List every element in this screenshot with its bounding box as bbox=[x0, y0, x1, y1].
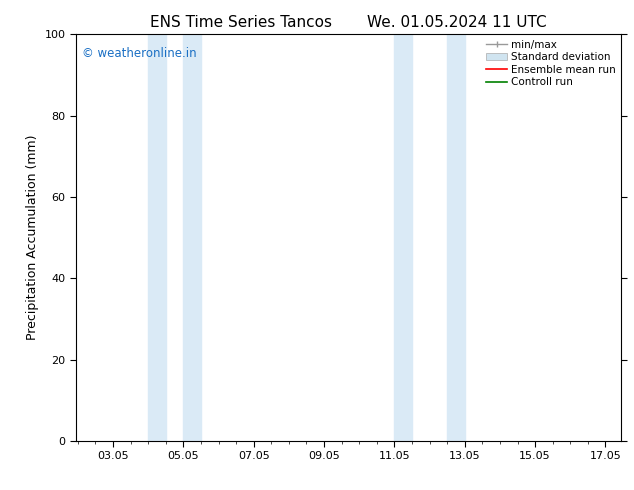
Bar bbox=[183, 34, 201, 441]
Text: © weatheronline.in: © weatheronline.in bbox=[82, 47, 196, 59]
Bar bbox=[447, 34, 465, 441]
Text: We. 01.05.2024 11 UTC: We. 01.05.2024 11 UTC bbox=[366, 15, 547, 30]
Bar bbox=[394, 34, 412, 441]
Bar bbox=[148, 34, 165, 441]
Text: ENS Time Series Tancos: ENS Time Series Tancos bbox=[150, 15, 332, 30]
Y-axis label: Precipitation Accumulation (mm): Precipitation Accumulation (mm) bbox=[26, 135, 39, 341]
Legend: min/max, Standard deviation, Ensemble mean run, Controll run: min/max, Standard deviation, Ensemble me… bbox=[484, 37, 618, 89]
